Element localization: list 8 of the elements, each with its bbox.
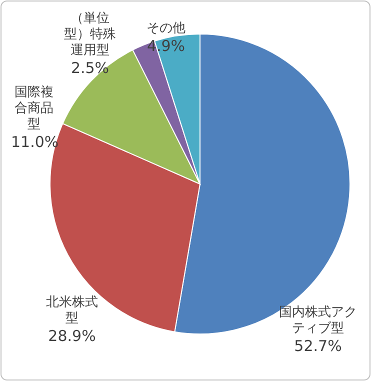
slice-label: 国際複合商品型 <box>14 85 54 133</box>
slice-label: （単位型）特殊運用型 <box>63 11 117 59</box>
data-label: 52.7% <box>293 337 343 355</box>
slice-label: その他 <box>146 21 186 37</box>
data-label: 28.9% <box>47 327 97 345</box>
slice-label: 北米株式型 <box>45 295 99 327</box>
slice-label: 国内株式アクティブ型 <box>279 305 357 337</box>
data-label: 2.5% <box>70 59 110 77</box>
